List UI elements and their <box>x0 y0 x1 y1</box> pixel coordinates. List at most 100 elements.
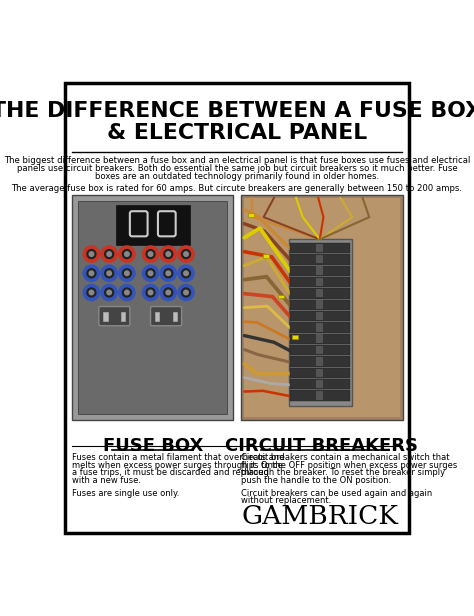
Circle shape <box>178 265 194 282</box>
FancyBboxPatch shape <box>290 254 350 264</box>
Text: push the handle to the ON position.: push the handle to the ON position. <box>241 476 391 485</box>
Circle shape <box>101 265 117 282</box>
FancyBboxPatch shape <box>78 201 228 415</box>
Circle shape <box>142 265 159 282</box>
Circle shape <box>105 288 114 297</box>
Text: & ELECTRICAL PANEL: & ELECTRICAL PANEL <box>107 123 367 144</box>
Circle shape <box>122 288 131 297</box>
Circle shape <box>122 269 131 278</box>
FancyBboxPatch shape <box>116 205 190 245</box>
Circle shape <box>148 290 153 295</box>
FancyBboxPatch shape <box>72 195 233 420</box>
FancyBboxPatch shape <box>316 391 323 400</box>
FancyBboxPatch shape <box>316 278 323 286</box>
FancyBboxPatch shape <box>316 380 323 388</box>
FancyBboxPatch shape <box>316 312 323 320</box>
Text: Fuses contain a metal filament that overheats and: Fuses contain a metal filament that over… <box>72 453 285 462</box>
Circle shape <box>160 246 176 262</box>
Circle shape <box>83 265 100 282</box>
Text: without replacement.: without replacement. <box>241 496 331 505</box>
Circle shape <box>89 290 94 295</box>
FancyBboxPatch shape <box>278 294 283 298</box>
Circle shape <box>146 288 155 297</box>
FancyBboxPatch shape <box>290 300 350 310</box>
Circle shape <box>125 271 129 275</box>
Text: Circuit breakers can be used again and again: Circuit breakers can be used again and a… <box>241 488 432 498</box>
FancyBboxPatch shape <box>290 345 350 355</box>
FancyBboxPatch shape <box>290 265 350 276</box>
Circle shape <box>184 271 188 275</box>
Circle shape <box>119 246 135 262</box>
Circle shape <box>125 252 129 256</box>
Circle shape <box>119 265 135 282</box>
Circle shape <box>89 252 94 256</box>
Circle shape <box>142 246 159 262</box>
Text: THE DIFFERENCE BETWEEN A FUSE BOX: THE DIFFERENCE BETWEEN A FUSE BOX <box>0 101 474 121</box>
FancyBboxPatch shape <box>290 379 350 389</box>
Circle shape <box>83 246 100 262</box>
Circle shape <box>148 252 153 256</box>
Text: boxes are an outdated technology primarily found in older homes.: boxes are an outdated technology primari… <box>95 172 379 181</box>
Text: GAMBRICK: GAMBRICK <box>241 504 398 529</box>
FancyBboxPatch shape <box>99 307 130 326</box>
Circle shape <box>87 269 96 278</box>
Text: through the breaker. To reset the breaker simply: through the breaker. To reset the breake… <box>241 468 445 477</box>
Circle shape <box>107 252 111 256</box>
Circle shape <box>119 285 135 301</box>
FancyBboxPatch shape <box>248 213 254 217</box>
FancyBboxPatch shape <box>290 391 350 401</box>
Circle shape <box>142 285 159 301</box>
FancyBboxPatch shape <box>290 334 350 344</box>
Circle shape <box>122 249 131 259</box>
FancyBboxPatch shape <box>244 198 400 418</box>
Text: FUSE BOX: FUSE BOX <box>102 437 203 455</box>
FancyBboxPatch shape <box>316 266 323 275</box>
FancyBboxPatch shape <box>316 346 323 354</box>
Text: The biggest difference between a fuse box and an electrical panel is that fuse b: The biggest difference between a fuse bo… <box>4 156 470 165</box>
Circle shape <box>182 288 191 297</box>
Text: a fuse trips, it must be discarded and replaced: a fuse trips, it must be discarded and r… <box>72 468 269 477</box>
Circle shape <box>178 246 194 262</box>
FancyBboxPatch shape <box>103 312 108 320</box>
Text: panels use circuit breakers. Both do essential the same job but circuit breakers: panels use circuit breakers. Both do ess… <box>17 164 457 173</box>
Circle shape <box>184 252 188 256</box>
Circle shape <box>105 269 114 278</box>
Circle shape <box>107 271 111 275</box>
Circle shape <box>146 249 155 259</box>
Circle shape <box>101 246 117 262</box>
Circle shape <box>87 288 96 297</box>
FancyBboxPatch shape <box>316 323 323 331</box>
Circle shape <box>166 271 171 275</box>
Text: melts when excess power surges through it. Once: melts when excess power surges through i… <box>72 461 283 469</box>
Circle shape <box>83 285 100 301</box>
FancyBboxPatch shape <box>290 311 350 322</box>
FancyBboxPatch shape <box>316 289 323 298</box>
Circle shape <box>107 290 111 295</box>
FancyBboxPatch shape <box>290 288 350 299</box>
FancyBboxPatch shape <box>263 254 269 257</box>
Circle shape <box>164 249 173 259</box>
Circle shape <box>182 269 191 278</box>
FancyBboxPatch shape <box>290 357 350 367</box>
FancyBboxPatch shape <box>289 239 352 405</box>
Text: The average fuse box is rated for 60 amps. But circute breakers are generally be: The average fuse box is rated for 60 amp… <box>11 184 463 193</box>
Circle shape <box>101 285 117 301</box>
FancyBboxPatch shape <box>290 243 350 253</box>
Circle shape <box>182 249 191 259</box>
Text: flips to the OFF position when excess power surges: flips to the OFF position when excess po… <box>241 461 457 469</box>
Circle shape <box>166 252 171 256</box>
FancyBboxPatch shape <box>173 312 177 320</box>
FancyBboxPatch shape <box>316 357 323 365</box>
Circle shape <box>148 271 153 275</box>
FancyBboxPatch shape <box>121 312 126 320</box>
FancyBboxPatch shape <box>316 255 323 264</box>
FancyBboxPatch shape <box>316 334 323 343</box>
Circle shape <box>166 290 171 295</box>
Circle shape <box>160 265 176 282</box>
FancyBboxPatch shape <box>316 244 323 252</box>
FancyBboxPatch shape <box>292 335 298 339</box>
Text: CIRCUIT BREAKERS: CIRCUIT BREAKERS <box>226 437 419 455</box>
Circle shape <box>125 290 129 295</box>
Text: Fuses are single use only.: Fuses are single use only. <box>72 488 180 498</box>
Text: Circuit breakers contain a mechanical switch that: Circuit breakers contain a mechanical sw… <box>241 453 449 462</box>
